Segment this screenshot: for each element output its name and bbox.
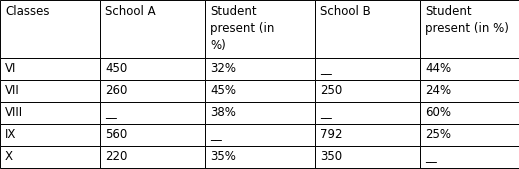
Bar	[205, 146, 315, 168]
Bar	[420, 80, 519, 102]
Text: 38%: 38%	[210, 106, 236, 119]
Text: __: __	[320, 106, 332, 119]
Text: __: __	[320, 63, 332, 76]
Text: __: __	[105, 106, 117, 119]
Bar	[0, 146, 100, 168]
Text: IX: IX	[5, 128, 17, 141]
Bar	[0, 0, 100, 58]
Text: 35%: 35%	[210, 151, 236, 163]
Bar	[315, 58, 420, 80]
Bar	[420, 146, 519, 168]
Text: 25%: 25%	[425, 128, 451, 141]
Text: 250: 250	[320, 84, 342, 98]
Bar	[315, 80, 420, 102]
Bar	[315, 102, 420, 124]
Text: VI: VI	[5, 63, 17, 76]
Bar	[0, 58, 100, 80]
Text: 560: 560	[105, 128, 127, 141]
Bar	[100, 58, 205, 80]
Text: School A: School A	[105, 5, 156, 18]
Bar	[205, 58, 315, 80]
Text: VIII: VIII	[5, 106, 23, 119]
Text: X: X	[5, 151, 13, 163]
Bar	[420, 102, 519, 124]
Text: __: __	[210, 128, 222, 141]
Text: VII: VII	[5, 84, 20, 98]
Bar	[0, 102, 100, 124]
Bar	[0, 80, 100, 102]
Text: Student
present (in
%): Student present (in %)	[210, 5, 275, 52]
Text: __: __	[425, 151, 437, 163]
Text: Classes: Classes	[5, 5, 49, 18]
Bar	[205, 0, 315, 58]
Bar	[205, 124, 315, 146]
Bar	[205, 80, 315, 102]
Bar	[100, 80, 205, 102]
Text: 45%: 45%	[210, 84, 236, 98]
Bar	[420, 58, 519, 80]
Bar	[100, 102, 205, 124]
Bar	[420, 0, 519, 58]
Text: 24%: 24%	[425, 84, 451, 98]
Bar	[420, 124, 519, 146]
Bar	[205, 102, 315, 124]
Text: 44%: 44%	[425, 63, 451, 76]
Text: School B: School B	[320, 5, 371, 18]
Bar	[100, 146, 205, 168]
Text: 220: 220	[105, 151, 127, 163]
Bar	[315, 0, 420, 58]
Bar	[0, 124, 100, 146]
Text: 792: 792	[320, 128, 343, 141]
Text: 350: 350	[320, 151, 342, 163]
Text: 32%: 32%	[210, 63, 236, 76]
Text: 450: 450	[105, 63, 127, 76]
Bar	[100, 0, 205, 58]
Bar	[100, 124, 205, 146]
Text: 260: 260	[105, 84, 127, 98]
Bar	[315, 146, 420, 168]
Text: 60%: 60%	[425, 106, 451, 119]
Bar	[315, 124, 420, 146]
Text: Student
present (in %): Student present (in %)	[425, 5, 509, 35]
